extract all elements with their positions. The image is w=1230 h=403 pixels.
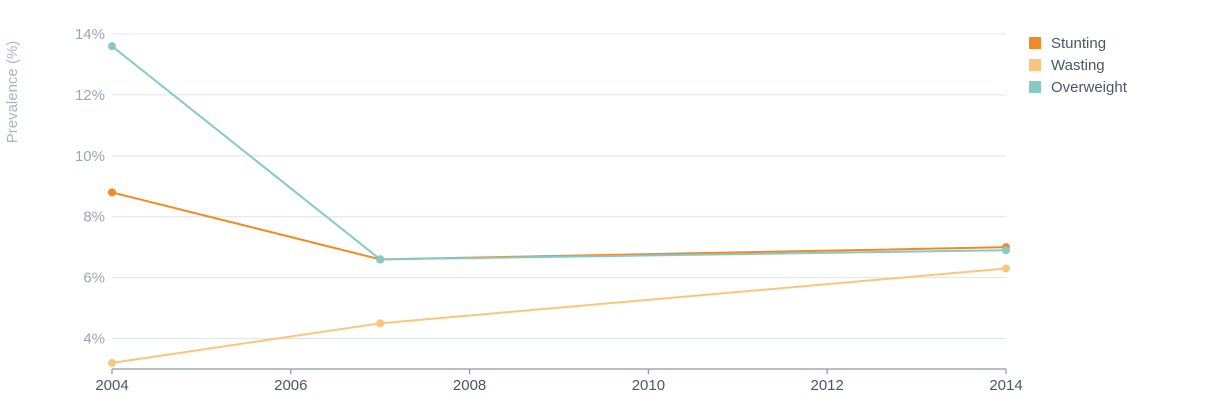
y-tick-label: 8% (83, 209, 105, 226)
legend: Stunting Wasting Overweight (1029, 35, 1128, 96)
overweight-point (1002, 246, 1010, 255)
x-tick-label: 2010 (632, 377, 665, 394)
wasting-point (108, 358, 116, 367)
overweight-point (108, 42, 116, 51)
series-wasting (108, 264, 1010, 367)
y-tick-label: 10% (75, 148, 105, 165)
legend-item-stunting[interactable]: Stunting (1029, 35, 1106, 52)
wasting-point (376, 319, 385, 328)
x-tick-label: 2006 (274, 377, 307, 394)
legend-label: Overweight (1051, 79, 1128, 96)
x-tick-label: 2012 (811, 377, 844, 394)
wasting-point (1002, 264, 1010, 273)
wasting-line (111, 267, 1007, 364)
series-overweight (108, 42, 1010, 264)
y-axis-label: Prevalence (%) (4, 41, 21, 144)
legend-swatch (1029, 59, 1041, 71)
overweight-point (376, 255, 385, 264)
stunting-line (111, 191, 1007, 261)
legend-swatch (1029, 81, 1041, 93)
x-tick-label: 2014 (989, 377, 1022, 394)
stunting-point (108, 188, 116, 197)
series-layer (108, 42, 1010, 367)
y-axis-ticks: 4% 6% 8% 10% 12% 14% (75, 26, 105, 348)
legend-item-overweight[interactable]: Overweight (1029, 79, 1128, 96)
legend-item-wasting[interactable]: Wasting (1029, 57, 1105, 74)
y-tick-label: 14% (75, 26, 105, 43)
y-tick-label: 4% (83, 331, 105, 348)
x-axis-ticks: 2004 2006 2008 2010 2012 2014 (95, 369, 1023, 394)
x-tick-label: 2004 (95, 377, 128, 394)
legend-swatch (1029, 37, 1041, 49)
legend-label: Wasting (1051, 57, 1105, 74)
x-tick-label: 2008 (453, 377, 486, 394)
gridlines (112, 33, 1006, 340)
y-tick-label: 6% (83, 270, 105, 287)
overweight-line (111, 45, 1007, 261)
legend-label: Stunting (1051, 35, 1106, 52)
y-tick-label: 12% (75, 87, 105, 104)
